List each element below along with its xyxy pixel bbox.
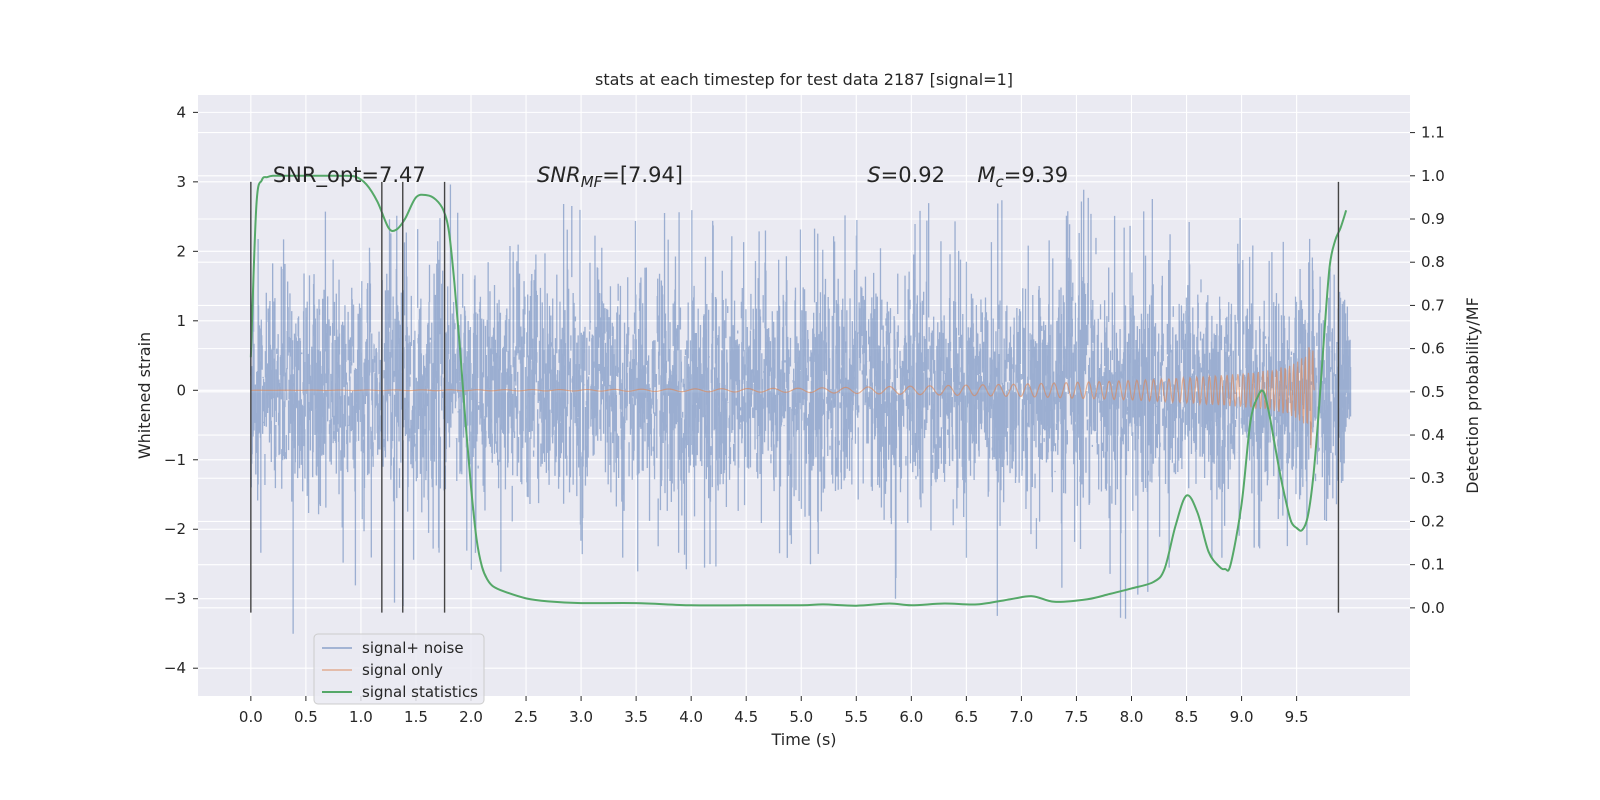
x-tick-label: 0.5	[294, 708, 318, 726]
series-signal-only	[250, 347, 1315, 449]
annotation-part: =9.39	[1004, 163, 1068, 187]
x-tick-label: 1.0	[349, 708, 373, 726]
chart-title: stats at each timestep for test data 218…	[595, 70, 1013, 89]
annotations: SNR_opt=7.47 SNRMF=[7.94] S=0.92 Mc=9.39	[273, 163, 1068, 191]
y-tick-label: −1	[164, 451, 186, 469]
y2-tick-label: 0.1	[1421, 556, 1445, 574]
annotation-part: c	[996, 173, 1005, 191]
x-tick-label: 7.5	[1065, 708, 1089, 726]
annotation-0: SNR_opt=7.47	[273, 163, 426, 188]
x-tick-label: 2.0	[459, 708, 483, 726]
x-tick-label: 8.0	[1120, 708, 1144, 726]
annotation-part: SNR	[537, 163, 581, 187]
annotation-part: SNR_opt=7.47	[273, 163, 426, 188]
y2-axis-label: Detection probability/MF	[1463, 297, 1482, 494]
y2-tick-label: 0.5	[1421, 383, 1445, 401]
legend-label: signal+ noise	[362, 639, 464, 657]
legend-label: signal only	[362, 661, 443, 679]
y-tick-label: −2	[164, 520, 186, 538]
legend: signal+ noise signal only signal statistic…	[313, 633, 485, 705]
x-tick-label: 3.5	[624, 708, 648, 726]
annotation-part: =[7.94]	[602, 163, 683, 187]
y-tick-label: 4	[176, 103, 186, 121]
y-tick-label: 3	[176, 173, 186, 191]
x-tick-label: 7.0	[1009, 708, 1033, 726]
y-tick-label: 0	[176, 381, 186, 399]
x-tick-label: 3.0	[569, 708, 593, 726]
y2-tick-label: 1.1	[1421, 124, 1445, 142]
annotation-part: =0.92	[881, 163, 945, 187]
x-tick-label: 5.5	[844, 708, 868, 726]
x-tick-label: 2.5	[514, 708, 538, 726]
x-tick-label: 6.5	[954, 708, 978, 726]
x-axis-label: Time (s)	[770, 730, 836, 749]
annotation-part: S	[867, 163, 880, 187]
y-axis-left: 4 3 2 1 0 −1 −2 −3 −4	[164, 103, 198, 677]
y2-tick-label: 1.0	[1421, 167, 1445, 185]
x-tick-label: 4.0	[679, 708, 703, 726]
y2-tick-label: 0.4	[1421, 426, 1445, 444]
x-tick-label: 0.0	[239, 708, 263, 726]
y-axis-right: 1.1 1.0 0.9 0.8 0.7 0.6 0.5 0.4 0.3 0.2 0.1 0.0	[1410, 124, 1445, 617]
y2-tick-label: 0.3	[1421, 469, 1445, 487]
x-tick-label: 5.0	[789, 708, 813, 726]
y2-tick-label: 0.6	[1421, 340, 1445, 358]
y2-tick-label: 0.8	[1421, 253, 1445, 271]
y2-tick-label: 0.7	[1421, 296, 1445, 314]
y-tick-label: −4	[164, 659, 186, 677]
y2-tick-label: 0.2	[1421, 512, 1445, 530]
vertical-lines	[250, 181, 1340, 613]
annotation-part: MF	[581, 173, 603, 191]
annotation-part: M	[977, 163, 995, 187]
x-tick-label: 8.5	[1175, 708, 1199, 726]
y-tick-label: −3	[164, 590, 186, 608]
y-axis-label: Whitened strain	[135, 332, 154, 459]
annotation-2: S=0.92	[867, 163, 945, 187]
annotation-3: Mc=9.39	[977, 163, 1068, 191]
x-tick-label: 6.0	[899, 708, 923, 726]
y-tick-label: 2	[176, 242, 186, 260]
x-tick-label: 9.0	[1230, 708, 1254, 726]
series-layer	[249, 174, 1352, 634]
series-signal-statistics	[249, 174, 1348, 607]
x-axis: 0.0 0.5 1.0 1.5 2.0 2.5 3.0 3.5 4.0 4.5 5.0 5.5 6.0 6…	[239, 696, 1309, 726]
legend-label: signal statistics	[362, 683, 478, 701]
legend-box	[313, 633, 485, 705]
y2-tick-label: 0.9	[1421, 210, 1445, 228]
annotation-1: SNRMF=[7.94]	[537, 163, 683, 191]
x-tick-label: 4.5	[734, 708, 758, 726]
y2-tick-label: 0.0	[1421, 599, 1445, 617]
y-tick-label: 1	[176, 312, 186, 330]
x-tick-label: 1.5	[404, 708, 428, 726]
x-tick-label: 9.5	[1285, 708, 1309, 726]
